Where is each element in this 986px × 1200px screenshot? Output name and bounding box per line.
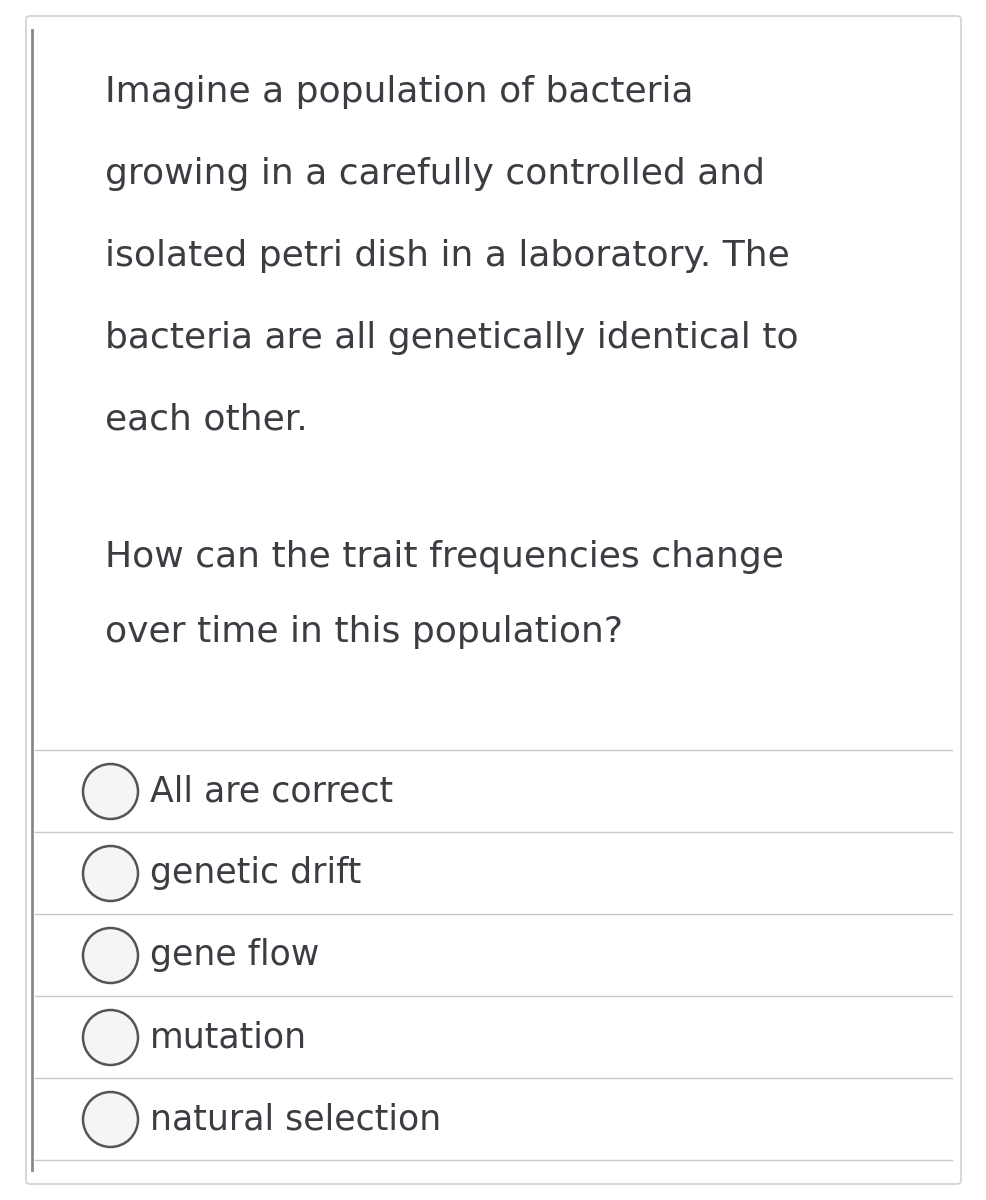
Text: isolated petri dish in a laboratory. The: isolated petri dish in a laboratory. The <box>105 239 789 272</box>
Text: How can the trait frequencies change: How can the trait frequencies change <box>105 540 783 574</box>
Text: over time in this population?: over time in this population? <box>105 614 622 649</box>
Text: each other.: each other. <box>105 403 308 437</box>
Text: gene flow: gene flow <box>150 938 318 972</box>
FancyBboxPatch shape <box>26 16 960 1184</box>
Text: mutation: mutation <box>150 1020 307 1054</box>
Text: growing in a carefully controlled and: growing in a carefully controlled and <box>105 157 764 191</box>
Text: All are correct: All are correct <box>150 774 392 808</box>
Text: natural selection: natural selection <box>150 1102 441 1136</box>
Point <box>102 1027 117 1046</box>
Text: bacteria are all genetically identical to: bacteria are all genetically identical t… <box>105 320 798 355</box>
Text: genetic drift: genetic drift <box>150 856 361 890</box>
Text: Imagine a population of bacteria: Imagine a population of bacteria <box>105 74 693 109</box>
Point <box>102 1109 117 1128</box>
Point <box>102 864 117 883</box>
Point <box>102 781 117 800</box>
Point <box>102 946 117 965</box>
